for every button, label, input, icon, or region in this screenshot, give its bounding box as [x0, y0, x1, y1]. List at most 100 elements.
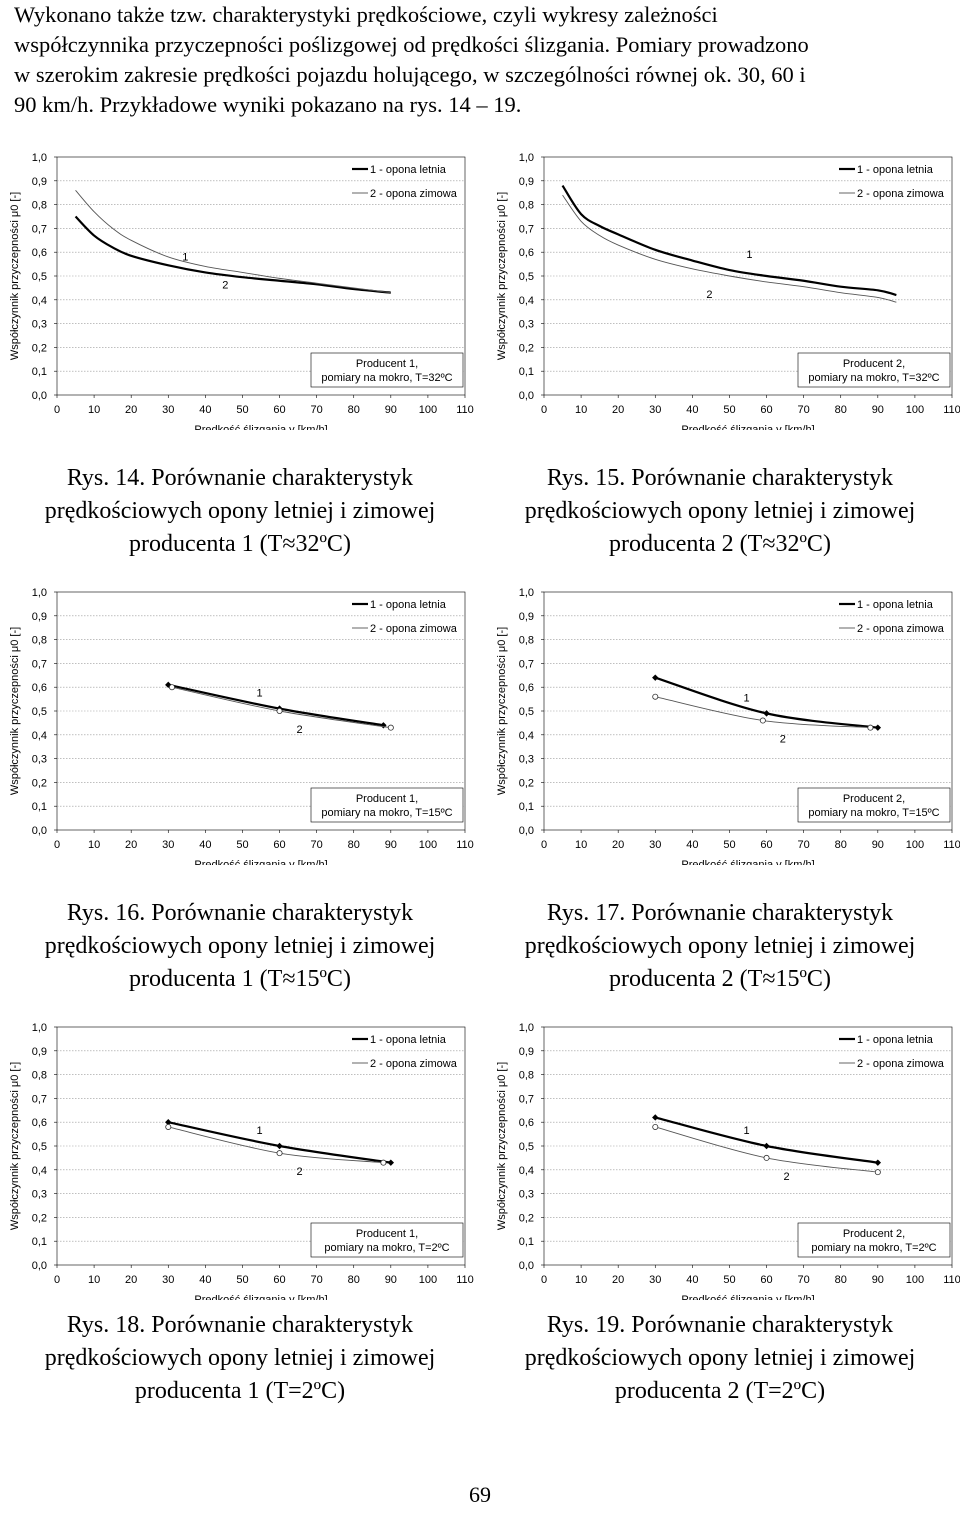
info-box — [797, 1222, 951, 1258]
y-tick-label: 0,3 — [519, 754, 534, 766]
x-tick-label: 70 — [311, 1274, 323, 1286]
y-tick-label: 0,3 — [32, 754, 47, 766]
caption-line: Rys. 16. Porównanie charakterystyk — [66, 900, 414, 926]
x-tick-label: 0 — [541, 404, 547, 416]
intro-line: w szerokim zakresie prędkości pojazdu ho… — [14, 62, 806, 87]
x-tick-label: 30 — [162, 839, 174, 851]
x-tick-label: 10 — [575, 404, 587, 416]
y-tick-label: 0,8 — [519, 200, 534, 212]
x-tick-label: 80 — [835, 839, 847, 851]
x-tick-label: 110 — [456, 1274, 474, 1286]
info-box-subtitle: pomiary na mokro, T=2ºC — [811, 1242, 936, 1254]
intro-line: Wykonano także tzw. charakterystyki pręd… — [14, 2, 718, 27]
x-tick-label: 40 — [199, 839, 211, 851]
x-axis-title: Prędkość ślizgania v [km/h] — [194, 1294, 327, 1300]
y-tick-label: 0,9 — [32, 611, 47, 623]
x-tick-label: 40 — [686, 1274, 698, 1286]
chart-rys-18: 0,0 0,1 0,2 0,3 0,4 0,5 0,6 0,7 0,8 0,9 1,0 0 10 20 30… — [0, 1015, 480, 1300]
y-tick-label: 0,1 — [32, 801, 47, 813]
page-number: 69 — [469, 1482, 491, 1507]
caption-line: producenta 1 (T≈15ºC) — [129, 966, 351, 992]
y-tick-label: 0,0 — [32, 1260, 47, 1272]
x-tick-label: 20 — [612, 839, 624, 851]
y-tick-label: 0,5 — [32, 271, 47, 283]
figure-caption-16: Rys. 16. Porównanie charakterystyk prędk… — [0, 897, 480, 996]
y-tick-label: 0,4 — [519, 730, 534, 742]
legend-label: 1 - opona letnia — [857, 1034, 934, 1046]
x-tick-label: 0 — [54, 1274, 60, 1286]
x-tick-label: 40 — [686, 839, 698, 851]
x-tick-label: 70 — [311, 839, 323, 851]
y-tick-label: 0,2 — [32, 1212, 47, 1224]
chart-rys-15: 0,0 0,1 0,2 0,3 0,4 0,5 0,6 0,7 0,8 0,9 1,0 0 10 20 30… — [487, 145, 960, 430]
y-tick-label: 0,2 — [519, 777, 534, 789]
data-point-winter — [165, 1123, 172, 1130]
y-axis-title: Współczynnik przyczepności μ0 [-] — [496, 192, 508, 360]
legend-label: 1 - opona letnia — [370, 599, 447, 611]
x-tick-label: 40 — [199, 404, 211, 416]
x-tick-label: 90 — [872, 1274, 884, 1286]
caption-line: producenta 2 (T=2ºC) — [614, 1378, 826, 1404]
curve-label: 1 — [746, 249, 752, 261]
y-tick-label: 0,3 — [32, 319, 47, 331]
figure-caption-17: Rys. 17. Porównanie charakterystyk prędk… — [480, 897, 960, 996]
curve-label: 1 — [743, 1125, 749, 1137]
y-tick-label: 0,2 — [519, 1212, 534, 1224]
y-tick-label: 1,0 — [32, 152, 47, 164]
x-tick-label: 60 — [273, 839, 285, 851]
x-tick-label: 10 — [88, 1274, 100, 1286]
y-tick-label: 1,0 — [32, 587, 47, 599]
caption-line: Rys. 15. Porównanie charakterystyk — [546, 465, 894, 491]
chart-svg: 0,0 0,1 0,2 0,3 0,4 0,5 0,6 0,7 0,8 0,9 1,0 0 10 20 30… — [9, 587, 474, 865]
info-box-title: Producent 2, — [843, 1228, 905, 1240]
figure-caption-19: Rys. 19. Porównanie charakterystyk prędk… — [480, 1309, 960, 1408]
x-tick-label: 110 — [943, 404, 960, 416]
y-tick-label: 0,5 — [519, 706, 534, 718]
y-tick-label: 0,6 — [519, 682, 534, 694]
info-box — [797, 352, 951, 388]
curve-label: 1 — [256, 1125, 262, 1137]
data-point-winter — [652, 1123, 659, 1130]
data-point-summer — [652, 674, 659, 681]
legend-label: 1 - opona letnia — [857, 164, 934, 176]
legend-label: 2 - opona zimowa — [370, 1058, 458, 1070]
x-tick-label: 10 — [575, 839, 587, 851]
chart-svg: 0,0 0,1 0,2 0,3 0,4 0,5 0,6 0,7 0,8 0,9 1,0 0 10 20 30… — [496, 587, 960, 865]
y-tick-label: 0,4 — [519, 1165, 534, 1177]
y-tick-label: 0,0 — [32, 390, 47, 402]
x-tick-label: 40 — [199, 1274, 211, 1286]
y-tick-label: 1,0 — [32, 1022, 47, 1034]
data-point-winter — [763, 1154, 770, 1161]
y-axis-title: Współczynnik przyczepności μ0 [-] — [496, 627, 508, 795]
y-tick-label: 0,3 — [519, 319, 534, 331]
x-axis-title: Prędkość ślizgania v [km/h] — [194, 859, 327, 865]
info-box-title: Producent 2, — [843, 793, 905, 805]
caption-line: prędkościowych opony letniej i zimowej — [44, 933, 436, 959]
info-box-subtitle: pomiary na mokro, T=15ºC — [321, 807, 452, 819]
series-line-summer — [168, 1121, 391, 1164]
curve-label: 1 — [182, 251, 188, 263]
x-tick-label: 90 — [385, 404, 397, 416]
x-tick-label: 50 — [723, 1274, 735, 1286]
x-tick-label: 90 — [872, 839, 884, 851]
legend-label: 2 - opona zimowa — [857, 623, 945, 635]
x-tick-label: 50 — [236, 404, 248, 416]
y-tick-label: 0,9 — [32, 1046, 47, 1058]
caption-line: producenta 1 (T≈32ºC) — [129, 531, 351, 557]
info-box — [310, 352, 464, 388]
x-tick-label: 60 — [760, 1274, 772, 1286]
y-tick-label: 0,7 — [32, 658, 47, 670]
x-tick-label: 80 — [835, 1274, 847, 1286]
caption-line: Rys. 14. Porównanie charakterystyk — [66, 465, 414, 491]
legend-label: 1 - opona letnia — [370, 164, 447, 176]
x-tick-label: 110 — [456, 839, 474, 851]
y-tick-label: 0,6 — [32, 247, 47, 259]
data-point-summer — [874, 1159, 882, 1166]
x-axis-title: Prędkość ślizgania v [km/h] — [681, 424, 814, 430]
x-tick-label: 50 — [236, 1274, 248, 1286]
x-tick-label: 70 — [798, 404, 810, 416]
x-tick-label: 30 — [162, 404, 174, 416]
intro-line: 90 km/h. Przykładowe wyniki pokazano na … — [14, 92, 522, 117]
y-tick-label: 0,6 — [32, 1117, 47, 1129]
y-tick-label: 0,0 — [519, 1260, 534, 1272]
